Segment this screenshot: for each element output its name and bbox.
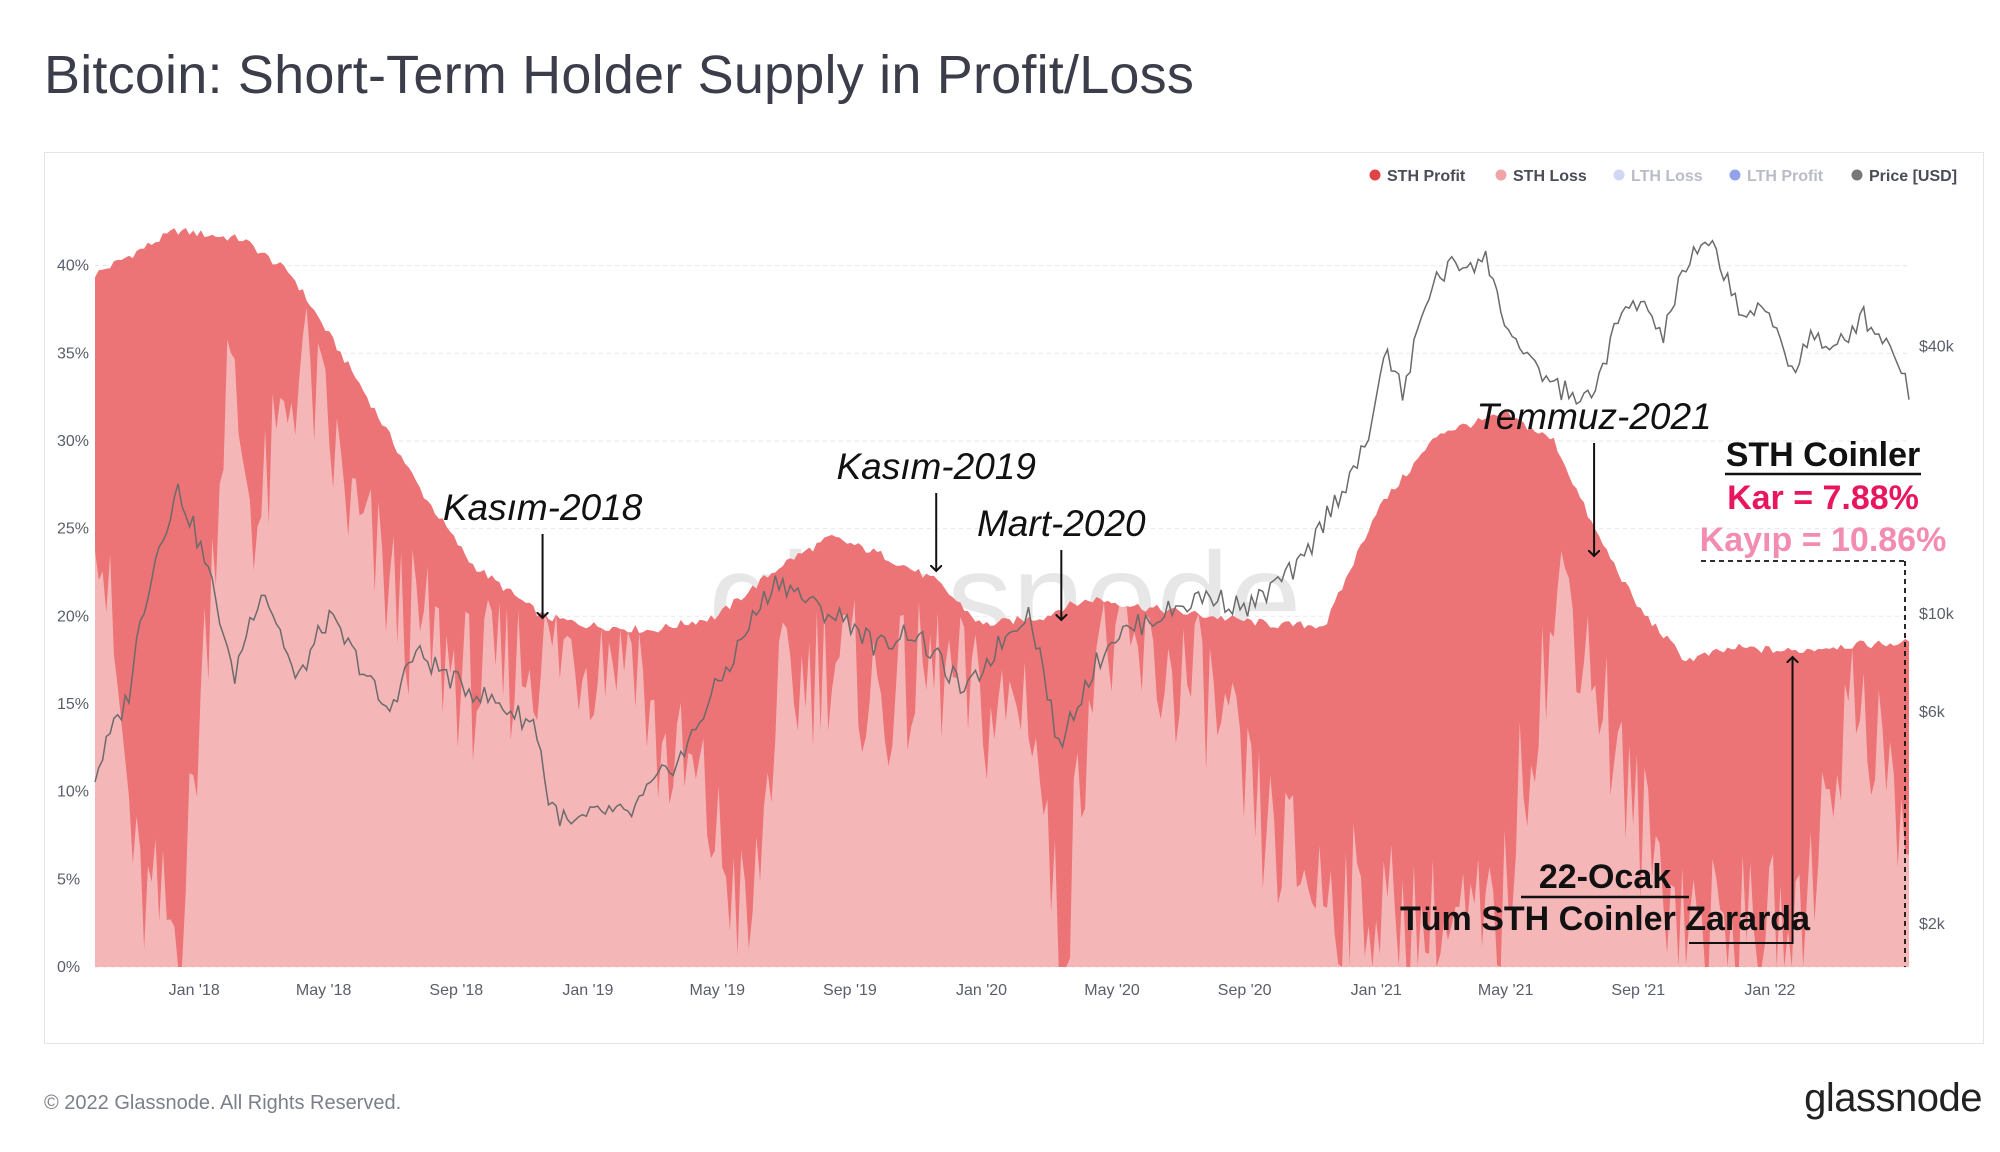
glassnode-logo: glassnode [1804, 1076, 1982, 1120]
legend-item-lth-loss[interactable]: LTH Loss [1613, 168, 1703, 185]
x-tick-label: May '20 [1084, 982, 1140, 999]
x-tick-label: May '21 [1478, 982, 1534, 999]
y2-tick-label: $2k [1919, 916, 1946, 933]
chart-svg: glassnode 0%5%10%15%20%25%30%35%40%$2k$6… [57, 168, 1958, 999]
svg-text:Mart-2020: Mart-2020 [977, 503, 1146, 544]
annotation-kas-m-2019: Kasım-2019 [836, 446, 1036, 571]
x-tick-label: Jan '18 [169, 982, 220, 999]
y-tick-label: 25% [57, 521, 89, 538]
svg-text:LTH Profit: LTH Profit [1747, 168, 1824, 185]
svg-text:Kasım-2018: Kasım-2018 [443, 487, 643, 528]
legend-item-lth-profit[interactable]: LTH Profit [1729, 168, 1824, 185]
legend-item-sth-loss[interactable]: STH Loss [1495, 168, 1587, 185]
chart-title: Bitcoin: Short-Term Holder Supply in Pro… [44, 45, 1195, 105]
annotation-temmuz-2021: Temmuz-2021 [1477, 396, 1712, 556]
chart-frame: glassnode 0% 5% 10% 15% 20% 25% 30% 35% 40% $2k $6… [44, 152, 1984, 1044]
svg-text:Kasım-2019: Kasım-2019 [836, 446, 1036, 487]
bottom-note-line2: Tüm STH Coinler Zararda [1400, 900, 1811, 938]
y-tick-label: 40% [57, 258, 89, 275]
x-tick-label: Sep '20 [1218, 982, 1272, 999]
annotation-mart-2020: Mart-2020 [977, 503, 1146, 620]
note-loss: Kayıp = 10.86% [1700, 521, 1947, 559]
x-tick-label: Sep '21 [1611, 982, 1665, 999]
y-tick-label: 30% [57, 433, 89, 450]
x-tick-label: Jan '21 [1351, 982, 1402, 999]
svg-text:STH Loss: STH Loss [1513, 168, 1587, 185]
x-tick-label: May '19 [690, 982, 746, 999]
y-tick-label: 10% [57, 784, 89, 801]
x-tick-label: May '18 [296, 982, 352, 999]
x-tick-label: Jan '19 [562, 982, 613, 999]
bottom-note-line1: 22-Ocak [1539, 858, 1671, 896]
legend-item-sth-profit[interactable]: STH Profit [1369, 168, 1466, 185]
annotation-kas-m-2018: Kasım-2018 [443, 487, 643, 618]
y-tick-label: 15% [57, 696, 89, 713]
y2-tick-label: $40k [1919, 339, 1955, 356]
bottom-note-arrow [1689, 657, 1793, 944]
x-tick-label: Sep '18 [429, 982, 483, 999]
x-tick-label: Jan '22 [1744, 982, 1795, 999]
y-tick-label: 0% [57, 959, 80, 976]
svg-text:Price [USD]: Price [USD] [1869, 168, 1957, 185]
price-series [94, 239, 1910, 827]
legend-item-price-usd-[interactable]: Price [USD] [1851, 168, 1958, 185]
copyright-footer: © 2022 Glassnode. All Rights Reserved. [44, 1092, 402, 1114]
annotations: Kasım-2018 Kasım-2019 Mart-2020 Temmuz-2021 [443, 396, 1906, 967]
y-tick-label: 35% [57, 345, 89, 362]
axes: 0% 5% 10% 15% 20% 25% 30% 35% 40% $2k $6k $10k $40k J… [57, 258, 1955, 999]
y2-tick-label: $10k [1919, 606, 1955, 623]
x-tick-label: Sep '19 [823, 982, 877, 999]
y-tick-label: 20% [57, 608, 89, 625]
note-heading: STH Coinler [1726, 436, 1921, 474]
y-tick-label: 5% [57, 871, 80, 888]
svg-text:Temmuz-2021: Temmuz-2021 [1477, 396, 1712, 437]
svg-text:STH Profit: STH Profit [1387, 168, 1466, 185]
note-profit: Kar = 7.88% [1727, 479, 1919, 517]
legend[interactable]: STH Profit STH Loss LTH Loss LTH Profit Pric… [1369, 168, 1958, 185]
y2-tick-label: $6k [1919, 704, 1946, 721]
price-line [94, 239, 1910, 827]
x-tick-label: Jan '20 [956, 982, 1007, 999]
svg-text:LTH Loss: LTH Loss [1631, 168, 1703, 185]
